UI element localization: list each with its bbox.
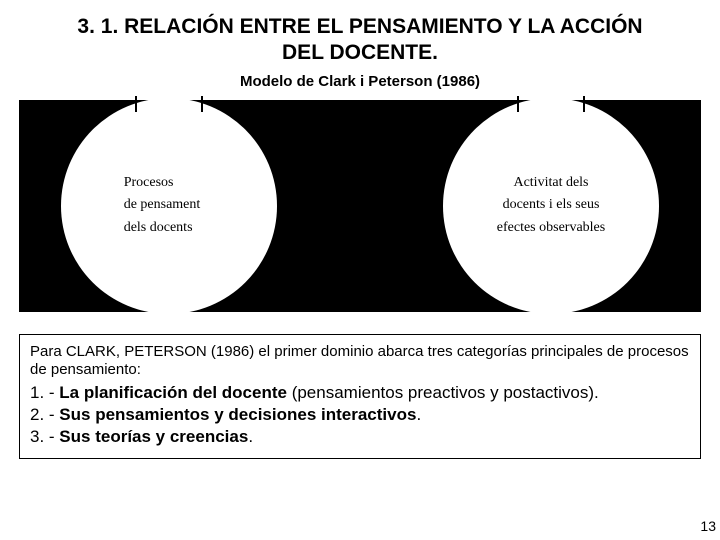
tick-mark (583, 96, 585, 112)
left-circle-text: Procesos de pensament dels docents (98, 172, 241, 239)
page-number: 13 (700, 518, 716, 534)
tick-mark (201, 96, 203, 112)
caption-box: Para CLARK, PETERSON (1986) el primer do… (19, 334, 701, 460)
caption-list: 1. - La planificación del docente (pensa… (30, 382, 690, 448)
list-item-1: 1. - La planificación del docente (pensa… (30, 382, 690, 404)
item1-bold: La planificación del docente (59, 383, 287, 402)
tick-mark (441, 272, 457, 274)
right-l1: Activitat dels (513, 175, 588, 190)
left-l2: de pensament (124, 197, 201, 212)
item1-rest: (pensamientos preactivos y postactivos). (287, 383, 599, 402)
left-l1: Procesos (124, 175, 174, 190)
model-diagram: Procesos de pensament dels docents Activ… (19, 100, 701, 312)
caption-intro: Para CLARK, PETERSON (1986) el primer do… (30, 343, 690, 381)
list-item-3: 3. - Sus teorías y creencias. (30, 426, 690, 448)
right-l2: docents i els seus (503, 197, 600, 212)
title-line-1: 3. 1. RELACIÓN ENTRE EL PENSAMIENTO Y LA… (77, 15, 642, 38)
item3-bold: Sus teorías y creencias (59, 427, 248, 446)
main-title: 3. 1. RELACIÓN ENTRE EL PENSAMIENTO Y LA… (20, 14, 700, 67)
left-circle: Procesos de pensament dels docents (61, 98, 277, 314)
right-l3: efectes observables (497, 220, 605, 235)
title-block: 3. 1. RELACIÓN ENTRE EL PENSAMIENTO Y LA… (0, 0, 720, 94)
item2-rest: . (416, 405, 421, 424)
right-circle: Activitat dels docents i els seus efecte… (443, 98, 659, 314)
list-item-2: 2. - Sus pensamientos y decisiones inter… (30, 404, 690, 426)
left-l3: dels docents (124, 220, 193, 235)
title-line-2: DEL DOCENTE. (282, 41, 438, 64)
right-circle-text: Activitat dels docents i els seus efecte… (479, 172, 623, 239)
item1-prefix: 1. - (30, 383, 59, 402)
subtitle: Modelo de Clark i Peterson (1986) (20, 73, 700, 90)
tick-mark (517, 96, 519, 112)
item3-prefix: 3. - (30, 427, 59, 446)
tick-mark (263, 272, 279, 274)
tick-mark (135, 96, 137, 112)
item2-bold: Sus pensamientos y decisiones interactiv… (59, 405, 416, 424)
tick-mark (645, 272, 661, 274)
item2-prefix: 2. - (30, 405, 59, 424)
item3-rest: . (248, 427, 253, 446)
tick-mark (59, 272, 75, 274)
